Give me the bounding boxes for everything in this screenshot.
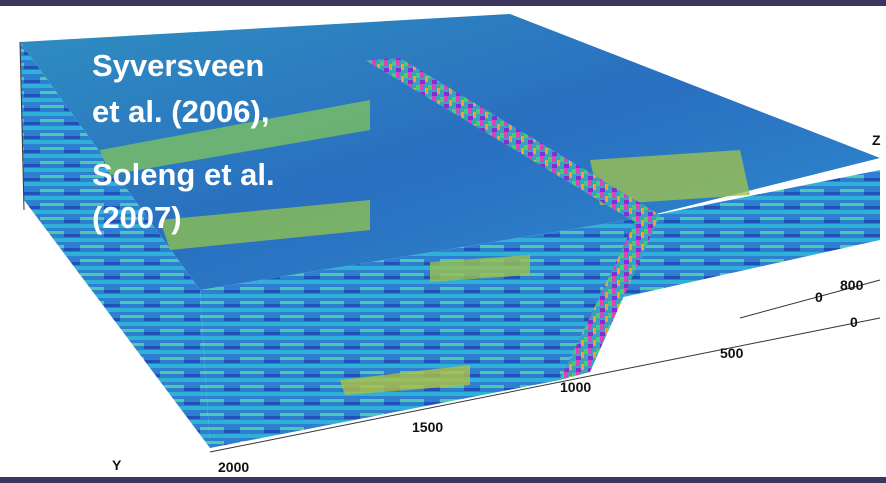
top-bar [0, 0, 886, 6]
overlay-text: Soleng et al. [92, 157, 275, 192]
tick-label: 1500 [412, 419, 443, 435]
tick-label: 0 [850, 314, 858, 330]
bottom-bar [0, 477, 886, 483]
axis-label: Z [872, 132, 881, 148]
slide: Z Y 2000 1500 1000 500 0 0 800 Syversvee… [0, 0, 886, 483]
tick-label: 500 [720, 345, 744, 361]
tick-label: 2000 [218, 459, 249, 475]
overlay-text: Syversveen [92, 48, 264, 83]
tick-label: 1000 [560, 379, 591, 395]
page: Z Y 2000 1500 1000 500 0 0 800 Syversvee… [0, 0, 886, 483]
tick-label: 800 [840, 277, 864, 293]
overlay-text: (2007) [92, 200, 182, 235]
axis-label: Y [112, 457, 122, 473]
tick-label: 0 [815, 289, 823, 305]
overlay-text: et al. (2006), [92, 94, 269, 129]
